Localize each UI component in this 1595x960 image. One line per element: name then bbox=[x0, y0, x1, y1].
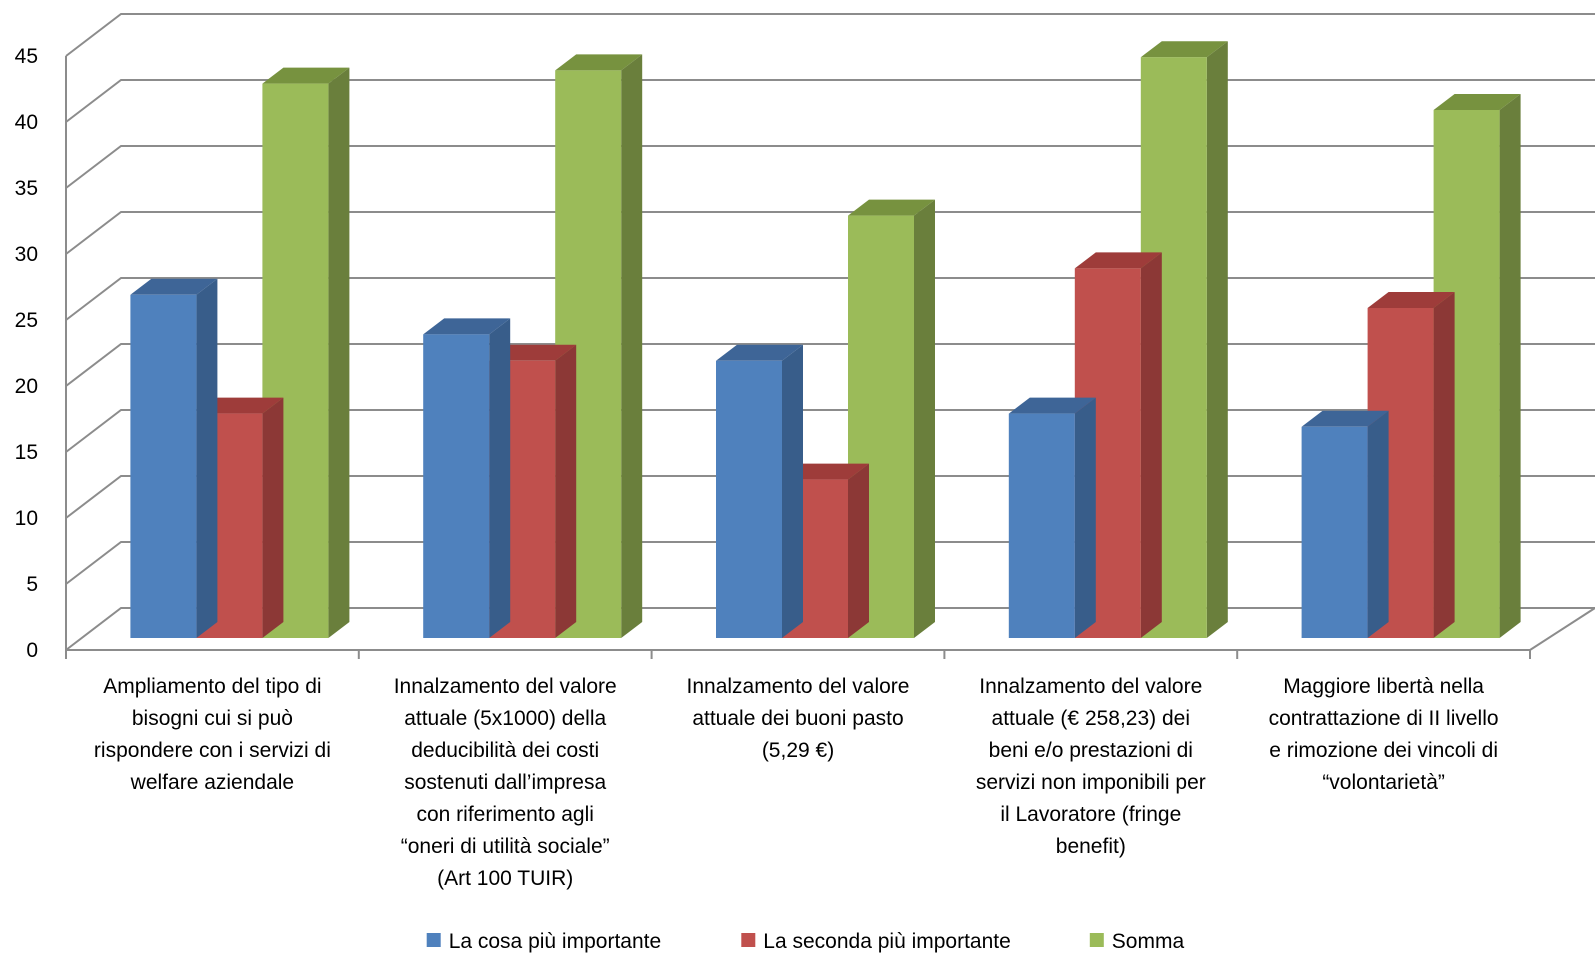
x-category-label-line: servizi non imponibili per bbox=[976, 771, 1206, 794]
x-category-label-line: attuale (€ 258,23) dei bbox=[992, 707, 1190, 730]
bar-side bbox=[555, 344, 577, 638]
y-tick-label: 5 bbox=[26, 573, 38, 596]
bar-side bbox=[914, 199, 935, 638]
y-tick-label: 25 bbox=[15, 309, 38, 332]
bars bbox=[130, 41, 1521, 639]
y-tick-label: 20 bbox=[15, 375, 38, 398]
legend-label: Somma bbox=[1112, 930, 1185, 953]
x-category-label-line: rispondere con i servizi di bbox=[94, 739, 331, 762]
bar-side bbox=[489, 318, 511, 638]
x-category-label-line: il Lavoratore (fringe bbox=[1000, 803, 1181, 826]
x-category-label-line: attuale dei buoni pasto bbox=[692, 707, 903, 730]
bar-top bbox=[1008, 397, 1096, 414]
x-category-label: Innalzamento del valore attuale (€ 258,23… bbox=[976, 675, 1206, 858]
x-category-label-line: contrattazione di II livello bbox=[1269, 707, 1499, 730]
bar-side bbox=[196, 278, 218, 638]
bar-top bbox=[782, 463, 869, 480]
bar-top bbox=[130, 278, 218, 295]
bar-top bbox=[555, 54, 643, 71]
x-category-label-line: con riferimento agli bbox=[416, 803, 593, 826]
bar-top bbox=[1140, 41, 1228, 58]
y-tick-label: 35 bbox=[15, 177, 38, 200]
gridline bbox=[65, 145, 1595, 189]
bar bbox=[130, 294, 197, 638]
y-tick-label: 40 bbox=[15, 111, 38, 134]
x-category-label-line: “oneri di utilità sociale” bbox=[401, 835, 610, 858]
bar-side bbox=[621, 54, 643, 638]
bar bbox=[716, 360, 782, 638]
bar-top bbox=[423, 318, 511, 335]
bar-side bbox=[1499, 94, 1521, 638]
gridline bbox=[65, 79, 1595, 123]
bar-top bbox=[1301, 410, 1389, 427]
x-category-label-line: “volontarietà” bbox=[1322, 771, 1445, 794]
bar bbox=[1301, 426, 1368, 638]
x-category-label-line: e rimozione dei vincoli di bbox=[1269, 739, 1498, 762]
bar-side bbox=[1433, 292, 1455, 638]
bar-side bbox=[328, 67, 350, 639]
bar-top bbox=[1074, 252, 1162, 269]
y-axis-ticks: 0 5 10 15 20 25 30 35 40 45 bbox=[15, 45, 38, 662]
bar-side bbox=[848, 463, 869, 638]
bar bbox=[423, 334, 490, 638]
bar-top bbox=[1433, 94, 1521, 110]
x-category-label-line: (5,29 €) bbox=[762, 739, 834, 762]
bar bbox=[1008, 413, 1075, 638]
x-category-label-line: Ampliamento del tipo di bbox=[103, 675, 321, 698]
bar-side bbox=[262, 397, 284, 638]
y-tick-label: 45 bbox=[15, 45, 38, 68]
gridline bbox=[65, 13, 1595, 57]
x-category-label-line: Maggiore libertà nella bbox=[1283, 675, 1484, 698]
bar-top bbox=[489, 344, 577, 361]
x-category-label-line: benefit) bbox=[1056, 835, 1126, 858]
bar-top bbox=[848, 199, 935, 216]
bar-top bbox=[716, 344, 803, 361]
x-category-label-line: beni e/o prestazioni di bbox=[989, 739, 1193, 762]
y-tick-label: 30 bbox=[15, 243, 38, 266]
x-category-label-line: Innalzamento del valore bbox=[687, 675, 910, 698]
legend-label: La seconda più importante bbox=[763, 930, 1011, 953]
x-category-label-line: (Art 100 TUIR) bbox=[437, 867, 573, 890]
legend-label: La cosa più importante bbox=[449, 930, 661, 953]
legend-swatch bbox=[741, 933, 756, 947]
x-category-label-line: deducibilità dei costi bbox=[411, 739, 599, 762]
y-tick-label: 10 bbox=[15, 507, 38, 530]
bar-top bbox=[196, 397, 284, 414]
bar-side bbox=[1206, 41, 1228, 638]
bar-side bbox=[1074, 397, 1096, 638]
x-category-label-line: welfare aziendale bbox=[130, 771, 294, 794]
bar-top bbox=[262, 67, 350, 84]
y-tick-label: 0 bbox=[26, 639, 38, 662]
y-tick-label: 15 bbox=[15, 441, 38, 464]
x-category-label-line: Innalzamento del valore bbox=[979, 675, 1202, 698]
x-category-label-line: sostenuti dall’impresa bbox=[404, 771, 606, 794]
legend-swatch bbox=[426, 933, 441, 947]
x-category-label-line: bisogni cui si può bbox=[132, 707, 293, 730]
bar-side bbox=[782, 344, 803, 638]
legend: La cosa più importante La seconda più imp… bbox=[426, 930, 1185, 953]
bar-top bbox=[1367, 292, 1455, 308]
x-category-label: Innalzamento del valore attuale dei buoni… bbox=[687, 675, 910, 762]
x-category-label: Maggiore libertà nella contrattazione di … bbox=[1269, 675, 1499, 794]
bar-side bbox=[1140, 252, 1162, 638]
grid bbox=[65, 13, 1595, 651]
legend-swatch bbox=[1089, 933, 1104, 947]
x-category-label-line: attuale (5x1000) della bbox=[404, 707, 606, 730]
x-category-label-line: Innalzamento del valore bbox=[394, 675, 617, 698]
x-category-label: Innalzamento del valore attuale (5x1000) … bbox=[394, 675, 617, 890]
x-axis: Ampliamento del tipo di bisogni cui si pu… bbox=[65, 56, 1531, 890]
gridline bbox=[65, 211, 1595, 255]
bar-side bbox=[1367, 410, 1389, 638]
x-category-label: Ampliamento del tipo di bisogni cui si pu… bbox=[94, 675, 331, 794]
